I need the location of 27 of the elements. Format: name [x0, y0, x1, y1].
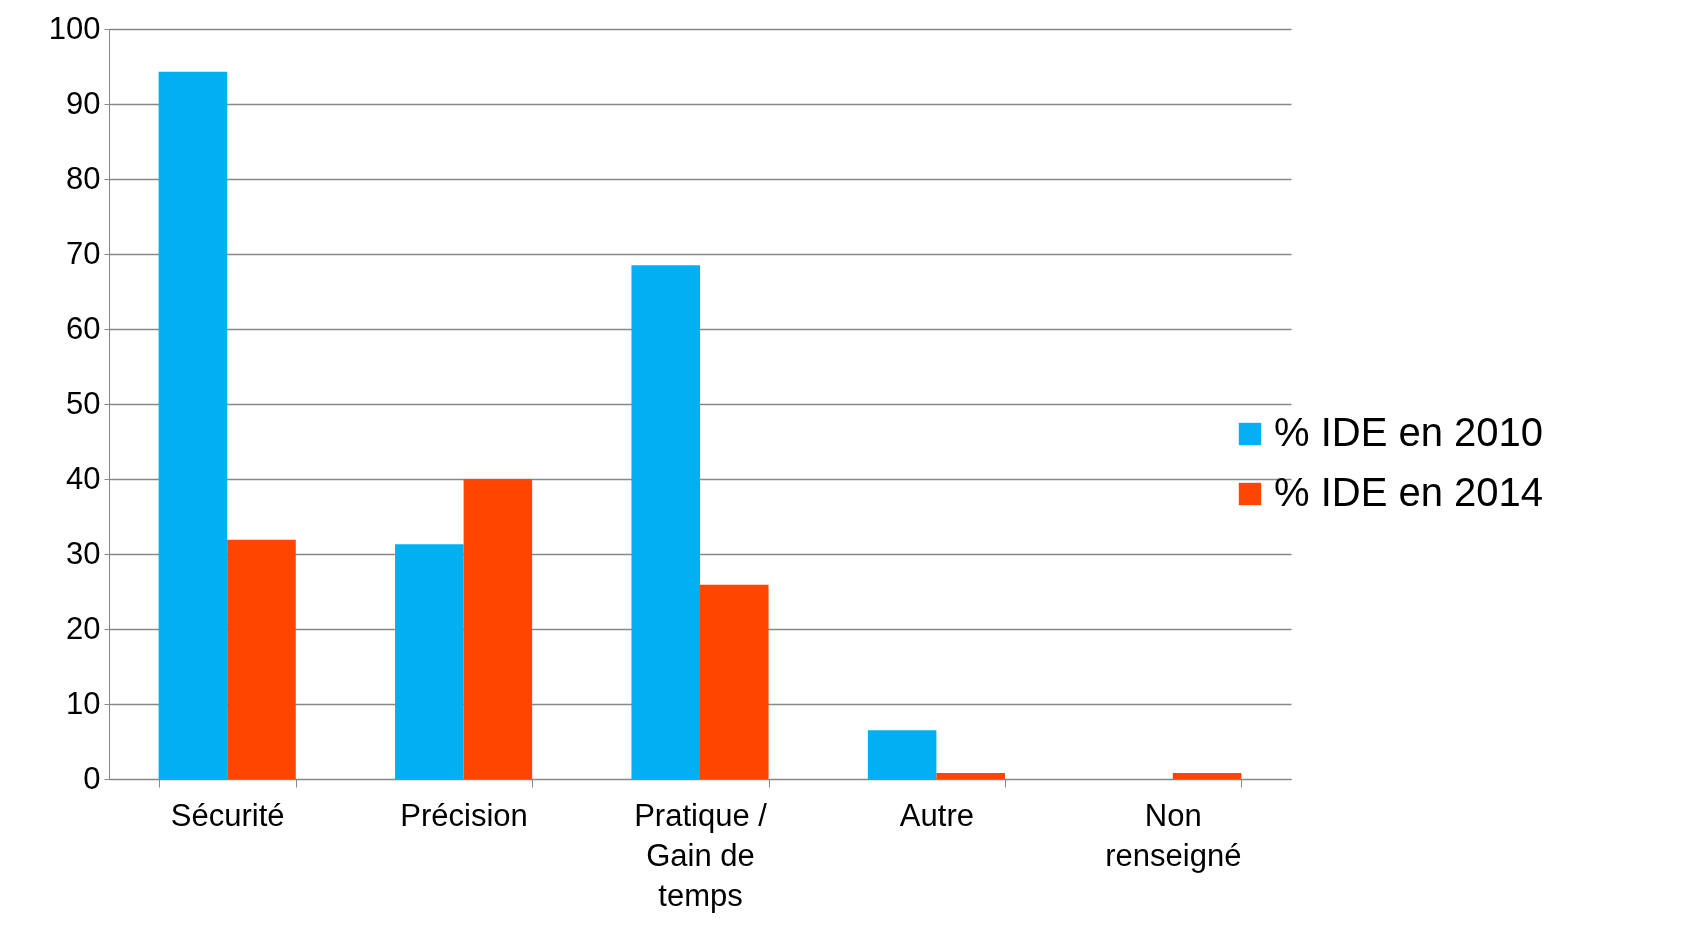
bar: [867, 730, 937, 779]
bar: [936, 773, 1005, 779]
bar: [227, 539, 296, 779]
y-tick-label: 20: [66, 610, 101, 646]
x-tick-label: Non renseigné: [1105, 797, 1242, 873]
bar: [395, 544, 464, 779]
y-tick-label: 30: [66, 535, 101, 571]
y-tick-label: 40: [66, 460, 101, 496]
y-tick-label: 70: [66, 235, 101, 271]
y-tick-label: 10: [66, 685, 101, 721]
bar: [158, 71, 228, 779]
bar: [700, 584, 769, 779]
y-tick-label: 50: [66, 385, 101, 421]
x-tick-label: Sécurité: [170, 797, 285, 833]
legend-label: % IDE en 2010: [1274, 410, 1544, 454]
x-tick-label: Pratique / Gain de temps: [634, 797, 768, 913]
bar: [631, 265, 700, 779]
y-tick-label: 60: [66, 310, 101, 346]
legend-label: % IDE en 2014: [1274, 470, 1544, 514]
y-tick-label: 80: [66, 160, 101, 196]
x-tick-label: Autre: [899, 797, 974, 833]
bar: [463, 479, 533, 779]
y-tick-label: 0: [83, 760, 101, 796]
y-tick-label: 100: [48, 10, 101, 46]
y-tick-label: 90: [66, 85, 101, 121]
x-tick-label: Précision: [400, 797, 528, 833]
bar: [1172, 773, 1242, 779]
